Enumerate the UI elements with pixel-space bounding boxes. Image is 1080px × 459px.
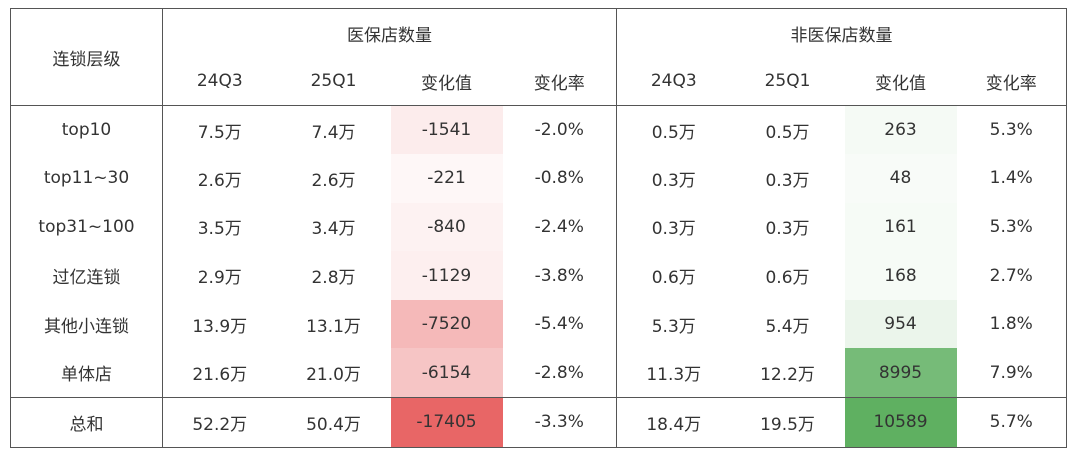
- non-25q1-cell: 0.5万: [765, 122, 810, 143]
- table-row: 其他小连锁 13.9万 13.1万 -7520 -5.4% 5.3万 5.4万 954 1.8%: [11, 299, 1067, 349]
- ins-rate-cell: -2.0%: [534, 120, 584, 141]
- col-ins-change: 变化值: [390, 57, 503, 106]
- ins-change-cell: -840: [390, 202, 503, 252]
- ins-24q3-cell: 13.9万: [162, 299, 277, 349]
- total-row: 总和 52.2万 50.4万 -17405 -3.3% 18.4万 19.5万 10589 5.…: [10, 396, 1067, 448]
- ins-rate-cell: -3.8%: [534, 265, 584, 286]
- ins-rate-cell: -3.3%: [502, 396, 617, 448]
- non-24q3-cell: 5.3万: [616, 299, 731, 349]
- table-row: top11~30 2.6万 2.6万 -221 -0.8% 0.3万 0.3万 48 1.4%: [11, 154, 1067, 203]
- ins-24q3-cell: 7.5万: [162, 105, 277, 155]
- non-rate-cell: 2.7%: [989, 265, 1033, 286]
- non-24q3-cell: 18.4万: [616, 396, 731, 448]
- ins-rate-cell: -2.4%: [534, 216, 584, 237]
- col-ins-25q1: 25Q1: [276, 57, 391, 106]
- non-24q3-cell: 0.3万: [616, 154, 731, 203]
- col-non-25q1: 25Q1: [730, 57, 845, 106]
- non-change-cell: 263: [844, 105, 957, 155]
- ins-change-cell: -221: [390, 154, 503, 203]
- non-24q3-cell: 0.5万: [616, 105, 731, 155]
- col-ins-rate: 变化率: [502, 57, 617, 106]
- col-non-change: 变化值: [844, 57, 957, 106]
- non-rate-cell: 1.8%: [989, 314, 1033, 335]
- ins-24q3-cell: 2.9万: [162, 251, 277, 300]
- tier-cell: top31~100: [38, 216, 135, 237]
- non-rate-cell: 7.9%: [989, 362, 1033, 383]
- tier-cell: 过亿连锁: [52, 268, 121, 289]
- ins-24q3-cell: 52.2万: [162, 396, 277, 448]
- ins-change-cell: -17405: [390, 396, 503, 448]
- ins-change-cell: -6154: [390, 348, 503, 398]
- col-ins-24q3: 24Q3: [162, 57, 277, 106]
- tier-cell: 总和: [10, 396, 163, 448]
- insured-group-header: 医保店数量: [162, 8, 617, 57]
- ins-25q1-cell: 2.8万: [311, 268, 356, 289]
- non-25q1-cell: 19.5万: [730, 396, 845, 448]
- ins-rate-cell: -5.4%: [534, 314, 584, 335]
- ins-24q3-cell: 21.6万: [162, 348, 277, 398]
- ins-change-cell: -1541: [390, 105, 503, 155]
- non-change-cell: 48: [844, 154, 957, 203]
- non-25q1-cell: 5.4万: [765, 316, 810, 337]
- ins-24q3-cell: 2.6万: [162, 154, 277, 203]
- tier-cell: top11~30: [43, 168, 130, 189]
- non-rate-cell: 5.3%: [989, 216, 1033, 237]
- ins-25q1-cell: 7.4万: [311, 122, 356, 143]
- col-non-rate: 变化率: [956, 57, 1067, 106]
- non-insured-group-header: 非医保店数量: [616, 8, 1067, 57]
- ins-25q1-cell: 2.6万: [311, 170, 356, 191]
- non-change-cell: 954: [844, 299, 957, 349]
- non-change-cell: 10589: [844, 396, 957, 448]
- non-change-cell: 8995: [844, 348, 957, 398]
- ins-change-cell: -1129: [390, 251, 503, 300]
- table-body: top10 7.5万 7.4万 -1541 -2.0% 0.5万 0.5万 263 5.3% to…: [10, 105, 1067, 448]
- tier-header: 连锁层级: [10, 8, 163, 106]
- ins-change-cell: -7520: [390, 299, 503, 349]
- tier-cell: 单体店: [61, 365, 112, 386]
- ins-25q1-cell: 21.0万: [306, 365, 361, 386]
- non-24q3-cell: 0.6万: [616, 251, 731, 300]
- table-row: top31~100 3.5万 3.4万 -840 -2.4% 0.3万 0.3万 161 5.3…: [11, 202, 1067, 252]
- table-row: 过亿连锁 2.9万 2.8万 -1129 -3.8% 0.6万 0.6万 168 2.7%: [11, 251, 1067, 300]
- non-change-cell: 168: [844, 251, 957, 300]
- non-rate-cell: 5.7%: [956, 396, 1067, 448]
- non-25q1-cell: 0.3万: [765, 219, 810, 240]
- non-24q3-cell: 0.3万: [616, 202, 731, 252]
- ins-rate-cell: -2.8%: [534, 362, 584, 383]
- ins-25q1-cell: 50.4万: [276, 396, 391, 448]
- non-rate-cell: 5.3%: [989, 120, 1033, 141]
- ins-rate-cell: -0.8%: [534, 168, 584, 189]
- tier-cell: 其他小连锁: [44, 316, 129, 337]
- table-container: 连锁层级 医保店数量 非医保店数量 24Q3 25Q1 变化值 变化率 24Q3…: [10, 8, 1067, 448]
- non-change-cell: 161: [844, 202, 957, 252]
- non-25q1-cell: 0.6万: [765, 268, 810, 289]
- non-24q3-cell: 11.3万: [616, 348, 731, 398]
- tier-cell: top10: [61, 120, 112, 141]
- non-rate-cell: 1.4%: [989, 168, 1033, 189]
- ins-25q1-cell: 3.4万: [311, 219, 356, 240]
- ins-24q3-cell: 3.5万: [162, 202, 277, 252]
- non-25q1-cell: 12.2万: [760, 365, 815, 386]
- table-row: top10 7.5万 7.4万 -1541 -2.0% 0.5万 0.5万 263 5.3%: [11, 105, 1067, 155]
- chain-tier-store-table: 连锁层级 医保店数量 非医保店数量 24Q3 25Q1 变化值 变化率 24Q3…: [10, 8, 1067, 448]
- col-non-24q3: 24Q3: [616, 57, 731, 106]
- table-row: 单体店 21.6万 21.0万 -6154 -2.8% 11.3万 12.2万 8995 7.9…: [11, 348, 1067, 398]
- non-25q1-cell: 0.3万: [765, 170, 810, 191]
- ins-25q1-cell: 13.1万: [306, 316, 361, 337]
